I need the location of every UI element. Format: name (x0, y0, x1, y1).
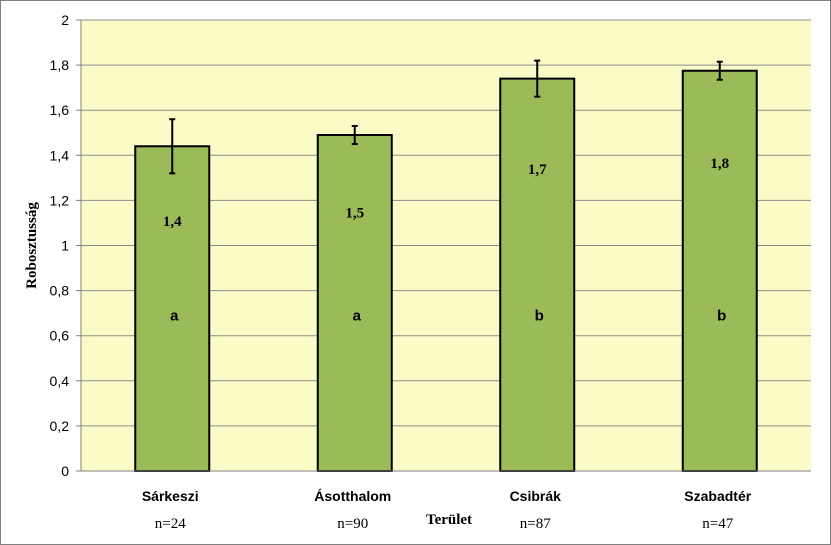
y-tick-label: 0,2 (50, 418, 70, 434)
x-axis-title: Terület (426, 512, 472, 528)
x-tick-label: Szabadtér (684, 488, 751, 504)
y-tick-label: 1,8 (50, 57, 70, 73)
error-bar (716, 60, 723, 81)
y-tick-label: 0,8 (50, 283, 70, 299)
sample-size-label: n=24 (155, 516, 186, 532)
y-axis-title: Robosztusság (24, 202, 40, 289)
value-label: 1,5 (345, 205, 364, 221)
bar-csibrák (499, 77, 576, 472)
value-label: 1,7 (528, 162, 547, 178)
group-letter: b (717, 307, 726, 324)
y-tick-label: 1,4 (50, 147, 70, 163)
labels: 1,4 a Sárkeszi n=24 1,5 a Ásotthalom n=90 1,7 b Cs… (142, 156, 752, 532)
y-tick-label: 1,6 (50, 102, 70, 118)
bar-sárkeszi (134, 145, 211, 472)
y-tick-label: 2 (61, 12, 69, 28)
sample-size-label: n=47 (702, 516, 733, 532)
y-tick-label: 0,4 (50, 373, 70, 389)
bars (134, 59, 758, 473)
sample-size-label: n=90 (337, 516, 368, 532)
y-tick-label: 0,6 (50, 328, 70, 344)
y-tick-label: 1,2 (50, 192, 70, 208)
y-tick-label: 1 (61, 238, 69, 254)
error-bar (351, 124, 358, 146)
bar-szabadtér (681, 69, 758, 473)
group-letter: a (170, 307, 179, 324)
group-letter: a (353, 307, 362, 324)
x-tick-label: Sárkeszi (142, 488, 199, 504)
sample-size-label: n=87 (520, 516, 551, 532)
group-letter: b (535, 307, 544, 324)
x-tick-label: Ásotthalom (314, 488, 391, 504)
value-label: 1,4 (163, 214, 182, 230)
y-axis-ticks: 0 0,2 0,4 0,6 0,8 1 1,2 1,4 1,6 1,8 2 (50, 12, 81, 479)
error-bar (534, 59, 541, 98)
bar-ásotthalom (316, 134, 393, 472)
y-tick-label: 0 (61, 463, 69, 479)
value-label: 1,8 (710, 156, 729, 172)
error-bar (169, 118, 176, 175)
x-tick-label: Csibrák (510, 488, 562, 504)
